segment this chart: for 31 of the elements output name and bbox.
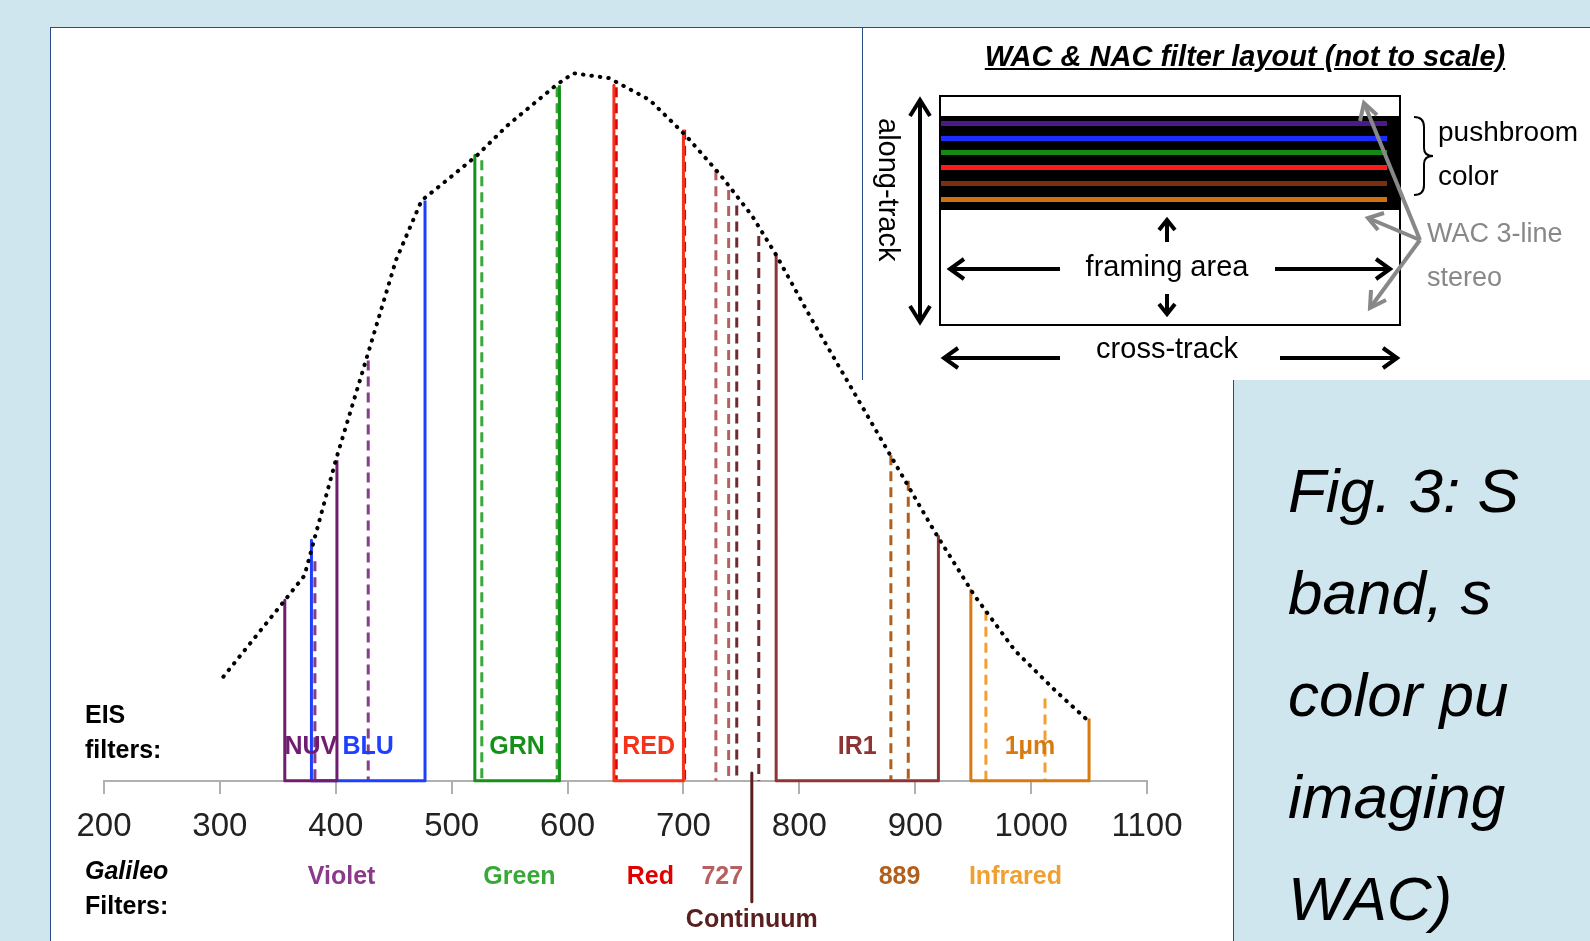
series-label: Continuum: [685, 903, 818, 932]
text: Red: [626, 860, 675, 889]
x-tick-label: 700: [655, 805, 711, 843]
series-label: BLU: [342, 730, 394, 759]
x-tick-label: 800: [771, 805, 827, 843]
annotation: Galileo Filters:: [85, 855, 170, 921]
text: Violet: [307, 860, 377, 889]
annotation: cross-track: [1095, 332, 1239, 365]
text: Green: [483, 860, 556, 889]
series-label: RED: [622, 730, 676, 759]
text: 727: [701, 860, 744, 889]
text: WAC & NAC filter layout (not to scale): [983, 40, 1507, 73]
annotation: along-track: [872, 118, 905, 262]
x-tick-label: 600: [540, 805, 596, 843]
x-tick-label: 300: [192, 805, 248, 843]
text: WAC 3-line stereo: [1427, 217, 1564, 294]
x-tick-label: 200: [76, 805, 132, 843]
text: 889: [878, 860, 921, 889]
text: pushbroom color: [1438, 115, 1580, 193]
x-tick-label: 1000: [994, 805, 1068, 843]
x-tick-label: 400: [308, 805, 364, 843]
x-tick-label: 1100: [1111, 805, 1183, 843]
annotation: framing area: [1084, 250, 1250, 283]
caption: Fig. 3: S band, s color pu imaging WAC): [1288, 455, 1520, 935]
x-tick-label: 900: [887, 805, 943, 843]
text: Infrared: [968, 860, 1063, 889]
annotation: EIS filters:: [85, 699, 163, 765]
series-label: 1µm: [1004, 730, 1056, 759]
series-label: GRN: [489, 730, 545, 759]
x-tick-label: 500: [424, 805, 480, 843]
series-label: IR1: [837, 730, 877, 759]
